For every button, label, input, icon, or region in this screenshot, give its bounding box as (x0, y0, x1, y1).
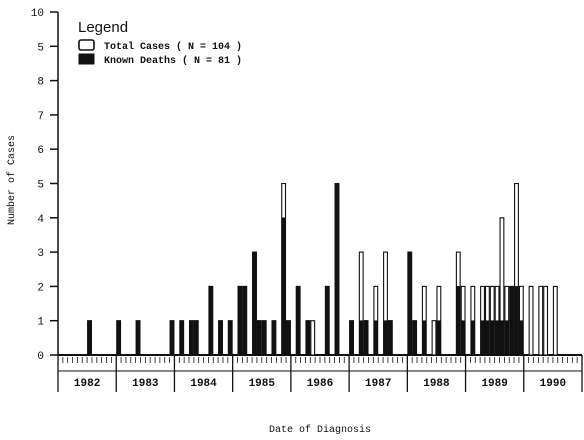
bar-known-deaths (480, 320, 485, 356)
bar-total-cases (528, 285, 534, 356)
bar-known-deaths (87, 320, 92, 356)
bar-known-deaths (242, 286, 247, 356)
bar-known-deaths (135, 320, 141, 356)
y-tick-label: 10 (31, 8, 44, 20)
bar-known-deaths (499, 320, 505, 356)
bar-total-cases (552, 285, 558, 356)
x-year-label: 1986 (307, 378, 333, 390)
bar-known-deaths (363, 320, 369, 356)
x-year-label: 1990 (540, 378, 566, 390)
legend: Legend Total Cases ( N = 104 ) Known Dea… (78, 19, 242, 67)
bar-known-deaths (373, 320, 378, 356)
legend-label-known-deaths: Known Deaths ( N = 81 ) (104, 55, 242, 67)
y-tick-label: 8 (37, 77, 44, 89)
bar-known-deaths (349, 320, 354, 356)
bar-known-deaths (494, 320, 500, 356)
y-tick-label: 4 (37, 214, 44, 226)
bar-known-deaths (208, 286, 214, 356)
bar-known-deaths (271, 320, 277, 356)
y-tick-label: 3 (37, 248, 44, 260)
y-tick-label: 6 (37, 145, 44, 157)
x-axis-title: Date of Diagnosis (269, 424, 371, 436)
legend-label-total-cases: Total Cases ( N = 104 ) (104, 41, 242, 53)
bar-total-cases (431, 320, 437, 356)
bar-known-deaths (305, 320, 311, 356)
legend-swatch-known-deaths (78, 53, 95, 65)
x-year-label: 1982 (74, 378, 100, 390)
bar-known-deaths (237, 286, 243, 356)
bar-known-deaths (281, 217, 286, 356)
y-tick-label: 5 (37, 180, 44, 192)
bar-known-deaths (262, 320, 267, 356)
bar-known-deaths (116, 320, 121, 356)
bar-known-deaths (485, 320, 490, 356)
y-tick-label: 1 (37, 317, 44, 329)
y-tick-label: 0 (37, 351, 44, 363)
bar-known-deaths (218, 320, 223, 356)
legend-title: Legend (78, 19, 128, 36)
bar-known-deaths (194, 320, 199, 356)
bar-known-deaths (169, 320, 175, 356)
x-year-label: 1987 (365, 378, 391, 390)
bar-known-deaths (504, 320, 509, 356)
y-tick-label: 2 (37, 282, 44, 294)
bar-known-deaths (334, 183, 340, 356)
bar-total-cases (310, 320, 316, 356)
bar-known-deaths (189, 320, 194, 356)
x-year-label: 1985 (249, 378, 276, 390)
bar-known-deaths (228, 320, 233, 356)
bar-known-deaths (422, 320, 427, 356)
bar-known-deaths (252, 251, 257, 356)
bar-known-deaths (286, 320, 291, 356)
bar-known-deaths (325, 286, 330, 356)
x-year-label: 1989 (481, 378, 507, 390)
x-year-label: 1983 (132, 378, 159, 390)
bar-known-deaths (509, 286, 514, 356)
bar-known-deaths (460, 320, 466, 356)
bar-total-cases (543, 285, 549, 356)
bar-known-deaths (407, 251, 412, 356)
bar-known-deaths (514, 286, 519, 356)
bar-known-deaths (295, 286, 301, 356)
bar-known-deaths (179, 320, 184, 356)
y-tick-label: 7 (37, 111, 44, 123)
bar-known-deaths (490, 320, 495, 356)
bar-known-deaths (470, 320, 476, 356)
bar-known-deaths (359, 320, 364, 356)
bar-known-deaths (257, 320, 262, 356)
y-tick-label: 5 (37, 42, 44, 54)
bar-known-deaths (383, 320, 388, 356)
x-year-label: 1988 (423, 378, 450, 390)
x-year-label: 1984 (190, 378, 217, 390)
bar-known-deaths (412, 320, 417, 356)
bar-known-deaths (519, 320, 524, 356)
y-axis-title: Number of Cases (6, 135, 18, 225)
bar-total-cases (538, 285, 544, 356)
bar-known-deaths (388, 320, 393, 356)
legend-swatch-total-cases (78, 39, 95, 51)
bar-known-deaths (456, 286, 461, 356)
bar-known-deaths (436, 320, 442, 356)
